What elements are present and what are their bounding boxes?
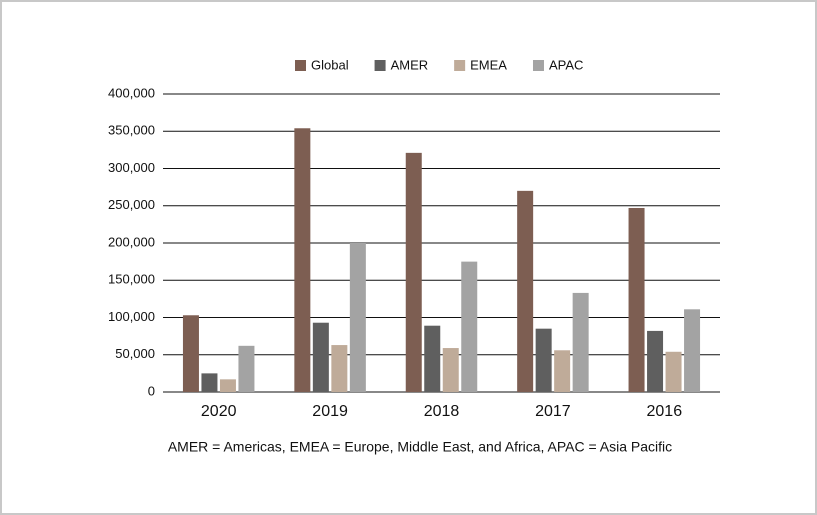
x-tick-label: 2016 bbox=[647, 403, 683, 420]
y-tick-label: 250,000 bbox=[108, 197, 155, 212]
bar bbox=[405, 152, 422, 392]
bar bbox=[684, 309, 701, 392]
y-tick-label: 200,000 bbox=[108, 234, 155, 249]
bar bbox=[349, 243, 366, 392]
legend-label: AMER bbox=[391, 57, 429, 72]
x-tick-label: 2020 bbox=[201, 403, 237, 420]
y-tick-label: 100,000 bbox=[108, 309, 155, 324]
legend-label: EMEA bbox=[470, 57, 507, 72]
bar bbox=[517, 190, 534, 392]
bar bbox=[312, 322, 329, 392]
legend-swatch bbox=[454, 60, 466, 71]
bar bbox=[554, 350, 571, 392]
bar bbox=[294, 128, 311, 392]
y-tick-label: 300,000 bbox=[108, 160, 155, 175]
legend-swatch bbox=[532, 60, 544, 71]
bar bbox=[665, 351, 682, 392]
bar bbox=[461, 261, 478, 392]
legend-label: APAC bbox=[549, 57, 583, 72]
bar bbox=[442, 348, 459, 392]
bar bbox=[201, 373, 218, 392]
bar bbox=[628, 207, 645, 392]
bar bbox=[182, 315, 199, 392]
footnote: AMER = Americas, EMEA = Europe, Middle E… bbox=[168, 439, 672, 455]
x-tick-label: 2018 bbox=[424, 403, 460, 420]
bar bbox=[647, 330, 664, 392]
bar bbox=[331, 345, 348, 392]
y-tick-label: 150,000 bbox=[108, 272, 155, 287]
bar bbox=[219, 379, 236, 392]
bar bbox=[535, 328, 552, 392]
y-tick-label: 50,000 bbox=[115, 346, 155, 361]
x-tick-label: 2019 bbox=[312, 403, 348, 420]
y-tick-label: 400,000 bbox=[108, 85, 155, 100]
legend-swatch bbox=[374, 60, 386, 71]
bar bbox=[572, 292, 589, 392]
legend-label: Global bbox=[311, 57, 349, 72]
bar bbox=[238, 345, 255, 392]
y-tick-label: 350,000 bbox=[108, 123, 155, 138]
y-tick-label: 0 bbox=[148, 383, 155, 398]
legend-swatch bbox=[295, 60, 306, 71]
bar bbox=[424, 325, 441, 392]
x-tick-label: 2017 bbox=[535, 403, 571, 420]
